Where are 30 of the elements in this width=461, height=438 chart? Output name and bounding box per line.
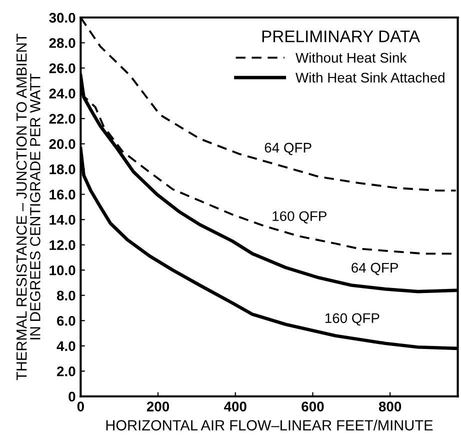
y-tick-label: 10.0 [50,265,76,276]
y-tick-label: 6.0 [57,316,76,326]
x-tick-label: 200 [146,402,170,412]
legend-label: Without Heat Sink [296,52,407,63]
y-tick-label: 16.0 [50,190,76,200]
legend-label: With Heat Sink Attached [296,72,444,83]
x-tick-label: 600 [302,402,324,412]
y-tick-label: 22.0 [49,114,76,124]
annotation: 160 QFP [325,313,380,326]
x-tick-label: 800 [378,402,402,412]
legend-title: PRELIMINARY DATA [262,30,420,42]
y-tick-label: 18.0 [50,164,76,174]
x-tick-label: 400 [224,402,246,412]
annotation: 160 QFP [272,211,326,224]
y-tick-label: 2.0 [56,366,76,376]
y-tick-label: 30.0 [49,12,76,23]
y-tick-label: 20.0 [49,139,76,149]
y-tick-label: 4.0 [56,341,76,352]
y-tick-label: 12.0 [50,240,76,250]
y-axis-title: THERMAL RESISTANCE – JUNCTION TO AMBIENT IN DEGREES CENTIGRADE PER WATT [16,34,40,380]
x-tick-label: 0 [77,402,84,412]
y-tick-label: 14.0 [50,214,76,225]
y-tick-label: 28.0 [49,38,76,48]
y-tick-label: 26.0 [49,63,76,74]
annotation: 64 QFP [264,142,312,156]
y-tick-label: 8.0 [56,290,76,301]
y-tick-label: 0 [68,392,76,402]
annotation: 64 QFP [352,262,398,276]
x-axis-title: HORIZONTAL AIR FLOW–LINEAR FEET/MINUTE [106,420,433,430]
y-tick-label: 24.0 [49,88,76,98]
